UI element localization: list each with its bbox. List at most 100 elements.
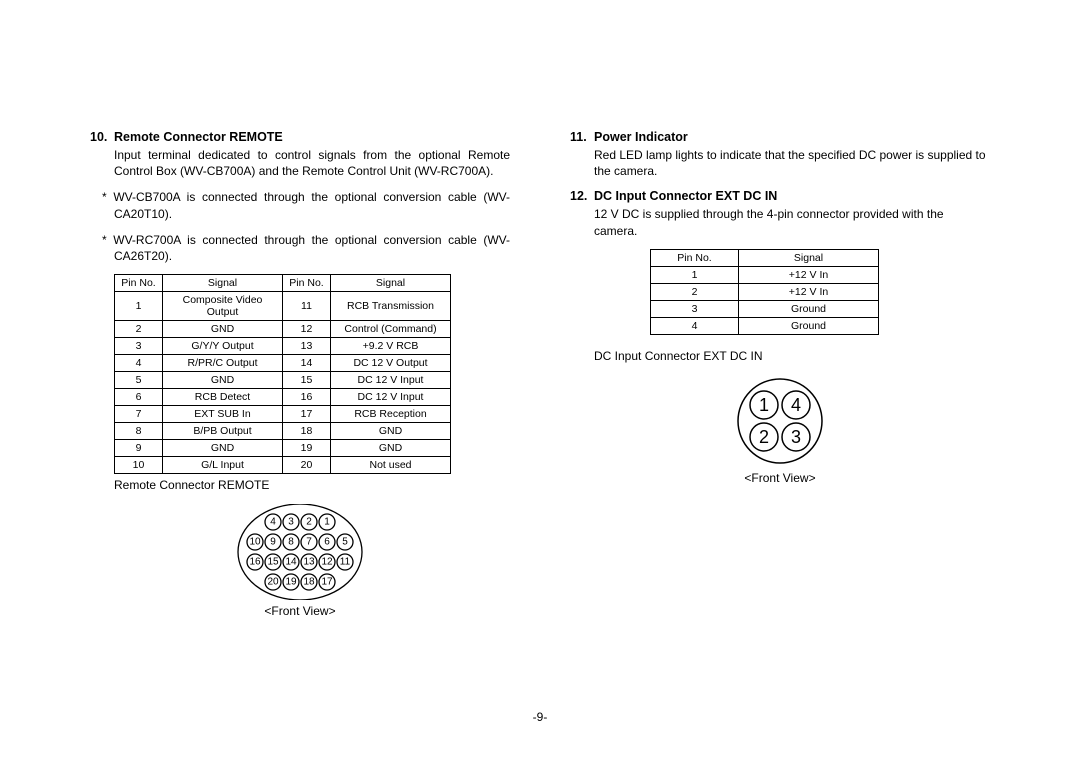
remote-pin-table: Pin No.SignalPin No.Signal 1Composite Vi… bbox=[114, 274, 451, 474]
table-row: 3G/Y/Y Output13+9.2 V RCB bbox=[115, 338, 451, 355]
table-cell: 10 bbox=[115, 457, 163, 474]
svg-text:1: 1 bbox=[759, 395, 769, 415]
dc-diagram: 1423 bbox=[570, 375, 990, 467]
svg-text:4: 4 bbox=[270, 517, 276, 528]
svg-text:5: 5 bbox=[342, 537, 348, 548]
section-12-body: 12 V DC is supplied through the 4-pin co… bbox=[594, 206, 990, 238]
table-cell: 12 bbox=[283, 321, 331, 338]
table-row: 3Ground bbox=[651, 300, 879, 317]
svg-text:9: 9 bbox=[270, 537, 276, 548]
table-cell: DC 12 V Output bbox=[331, 355, 451, 372]
section-12-title: DC Input Connector EXT DC IN bbox=[594, 189, 777, 203]
remote-diagram: 4321109876516151413121120191817 bbox=[90, 504, 510, 600]
table-cell: 18 bbox=[283, 423, 331, 440]
table-header: Pin No. bbox=[651, 249, 739, 266]
table-cell: RCB Reception bbox=[331, 406, 451, 423]
table-cell: 16 bbox=[283, 389, 331, 406]
section-10-star1: * WV-CB700A is connected through the opt… bbox=[102, 189, 510, 221]
section-10-body: Input terminal dedicated to control sign… bbox=[114, 147, 510, 179]
table-cell: 3 bbox=[115, 338, 163, 355]
table-cell: +12 V In bbox=[739, 283, 879, 300]
table-cell: 11 bbox=[283, 292, 331, 321]
table-cell: RCB Detect bbox=[163, 389, 283, 406]
svg-text:10: 10 bbox=[249, 537, 261, 548]
table-cell: GND bbox=[331, 440, 451, 457]
svg-text:3: 3 bbox=[288, 517, 294, 528]
table-header: Signal bbox=[739, 249, 879, 266]
table-row: 2+12 V In bbox=[651, 283, 879, 300]
table-cell: 3 bbox=[651, 300, 739, 317]
table-row: 5GND15DC 12 V Input bbox=[115, 372, 451, 389]
table-cell: 4 bbox=[651, 317, 739, 334]
table-cell: B/PB Output bbox=[163, 423, 283, 440]
svg-text:12: 12 bbox=[321, 557, 333, 568]
page: 10.Remote Connector REMOTE Input termina… bbox=[0, 0, 1080, 764]
section-11-heading: 11.Power Indicator bbox=[570, 130, 990, 144]
remote-front-view: <Front View> bbox=[90, 604, 510, 618]
columns: 10.Remote Connector REMOTE Input termina… bbox=[90, 130, 990, 630]
table-cell: R/PR/C Output bbox=[163, 355, 283, 372]
section-11-title: Power Indicator bbox=[594, 130, 688, 144]
table-row: 1+12 V In bbox=[651, 266, 879, 283]
table-cell: 8 bbox=[115, 423, 163, 440]
svg-text:15: 15 bbox=[267, 557, 279, 568]
svg-text:6: 6 bbox=[324, 537, 330, 548]
table-cell: DC 12 V Input bbox=[331, 389, 451, 406]
dc-connector-icon: 1423 bbox=[734, 375, 826, 467]
table-row: 1Composite Video Output11RCB Transmissio… bbox=[115, 292, 451, 321]
table-row: 4Ground bbox=[651, 317, 879, 334]
table-row: 6RCB Detect16DC 12 V Input bbox=[115, 389, 451, 406]
table-cell: GND bbox=[163, 321, 283, 338]
table-row: 10G/L Input20Not used bbox=[115, 457, 451, 474]
svg-text:1: 1 bbox=[324, 517, 330, 528]
svg-text:3: 3 bbox=[791, 427, 801, 447]
svg-text:8: 8 bbox=[288, 537, 294, 548]
dc-diagram-caption: DC Input Connector EXT DC IN bbox=[594, 349, 990, 363]
table-cell: Ground bbox=[739, 300, 879, 317]
svg-text:2: 2 bbox=[306, 517, 312, 528]
table-cell: EXT SUB In bbox=[163, 406, 283, 423]
svg-text:20: 20 bbox=[267, 577, 279, 588]
svg-text:7: 7 bbox=[306, 537, 312, 548]
section-11-body: Red LED lamp lights to indicate that the… bbox=[594, 147, 990, 179]
svg-text:14: 14 bbox=[285, 557, 297, 568]
table-row: 8B/PB Output18GND bbox=[115, 423, 451, 440]
section-10-num: 10. bbox=[90, 130, 114, 144]
table-cell: 1 bbox=[651, 266, 739, 283]
table-header: Signal bbox=[331, 275, 451, 292]
svg-text:19: 19 bbox=[285, 577, 297, 588]
table-cell: GND bbox=[163, 372, 283, 389]
table-cell: 19 bbox=[283, 440, 331, 457]
svg-text:17: 17 bbox=[321, 577, 333, 588]
table-header: Pin No. bbox=[283, 275, 331, 292]
section-10-title: Remote Connector REMOTE bbox=[114, 130, 283, 144]
table-cell: G/L Input bbox=[163, 457, 283, 474]
table-cell: Ground bbox=[739, 317, 879, 334]
table-cell: 17 bbox=[283, 406, 331, 423]
section-12-heading: 12.DC Input Connector EXT DC IN bbox=[570, 189, 990, 203]
table-header: Signal bbox=[163, 275, 283, 292]
table-cell: 9 bbox=[115, 440, 163, 457]
right-column: 11.Power Indicator Red LED lamp lights t… bbox=[570, 130, 990, 630]
table-cell: +9.2 V RCB bbox=[331, 338, 451, 355]
remote-connector-icon: 4321109876516151413121120191817 bbox=[236, 504, 364, 600]
table-row: 7EXT SUB In17RCB Reception bbox=[115, 406, 451, 423]
table-cell: GND bbox=[163, 440, 283, 457]
dc-front-view: <Front View> bbox=[570, 471, 990, 485]
table-cell: GND bbox=[331, 423, 451, 440]
table-cell: RCB Transmission bbox=[331, 292, 451, 321]
table-row: 2GND12Control (Command) bbox=[115, 321, 451, 338]
svg-text:4: 4 bbox=[791, 395, 801, 415]
table-cell: Control (Command) bbox=[331, 321, 451, 338]
section-11-num: 11. bbox=[570, 130, 594, 144]
table-cell: 2 bbox=[115, 321, 163, 338]
left-column: 10.Remote Connector REMOTE Input termina… bbox=[90, 130, 510, 630]
table-cell: 4 bbox=[115, 355, 163, 372]
table-cell: 13 bbox=[283, 338, 331, 355]
svg-text:11: 11 bbox=[340, 557, 351, 568]
section-12-num: 12. bbox=[570, 189, 594, 203]
svg-text:16: 16 bbox=[249, 557, 261, 568]
dc-pin-table: Pin No.Signal 1+12 V In2+12 V In3Ground4… bbox=[650, 249, 879, 335]
table-cell: 5 bbox=[115, 372, 163, 389]
table-cell: 14 bbox=[283, 355, 331, 372]
